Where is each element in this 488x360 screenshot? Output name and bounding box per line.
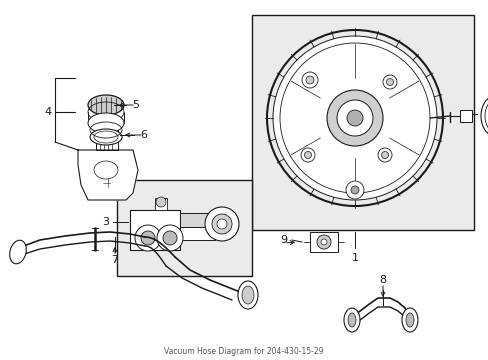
Text: 8: 8 bbox=[379, 275, 386, 285]
Text: 6: 6 bbox=[140, 130, 147, 140]
Ellipse shape bbox=[238, 281, 258, 309]
Circle shape bbox=[302, 72, 317, 88]
Ellipse shape bbox=[343, 308, 359, 332]
Circle shape bbox=[141, 231, 155, 245]
Polygon shape bbox=[78, 150, 138, 200]
Bar bbox=[251, 15, 473, 230]
Circle shape bbox=[163, 231, 177, 245]
Circle shape bbox=[212, 214, 231, 234]
Bar bbox=[459, 110, 471, 122]
Circle shape bbox=[304, 152, 311, 158]
Ellipse shape bbox=[90, 129, 122, 145]
Bar bbox=[309, 232, 337, 252]
Circle shape bbox=[350, 186, 358, 194]
Ellipse shape bbox=[405, 313, 413, 327]
Circle shape bbox=[336, 100, 372, 136]
Circle shape bbox=[157, 225, 183, 251]
Text: 7: 7 bbox=[111, 255, 118, 265]
Text: 5: 5 bbox=[132, 100, 139, 110]
Ellipse shape bbox=[401, 308, 417, 332]
Text: 1: 1 bbox=[351, 253, 358, 263]
Ellipse shape bbox=[242, 286, 253, 304]
Circle shape bbox=[272, 36, 436, 200]
Circle shape bbox=[135, 225, 161, 251]
Circle shape bbox=[386, 78, 393, 85]
Ellipse shape bbox=[88, 113, 124, 133]
Bar bbox=[180, 213, 215, 227]
Circle shape bbox=[301, 148, 314, 162]
Circle shape bbox=[346, 181, 363, 199]
Bar bbox=[155, 198, 167, 210]
Circle shape bbox=[305, 76, 313, 84]
Ellipse shape bbox=[10, 240, 26, 264]
Text: 4: 4 bbox=[44, 107, 51, 117]
Bar bbox=[180, 227, 215, 240]
Text: Vacuum Hose Diagram for 204-430-15-29: Vacuum Hose Diagram for 204-430-15-29 bbox=[164, 347, 323, 356]
Circle shape bbox=[377, 148, 391, 162]
Circle shape bbox=[204, 207, 239, 241]
Circle shape bbox=[217, 219, 226, 229]
Bar bbox=[117, 180, 251, 276]
Ellipse shape bbox=[480, 96, 488, 136]
Circle shape bbox=[320, 239, 326, 245]
Text: 3: 3 bbox=[102, 217, 109, 227]
Circle shape bbox=[326, 90, 382, 146]
Bar bbox=[96, 127, 118, 150]
Circle shape bbox=[316, 235, 330, 249]
Ellipse shape bbox=[88, 95, 124, 115]
Circle shape bbox=[382, 75, 396, 89]
Circle shape bbox=[346, 110, 362, 126]
Circle shape bbox=[381, 152, 387, 158]
Circle shape bbox=[156, 197, 165, 207]
Text: 9: 9 bbox=[280, 235, 287, 245]
Ellipse shape bbox=[347, 313, 355, 327]
Bar bbox=[130, 210, 180, 250]
